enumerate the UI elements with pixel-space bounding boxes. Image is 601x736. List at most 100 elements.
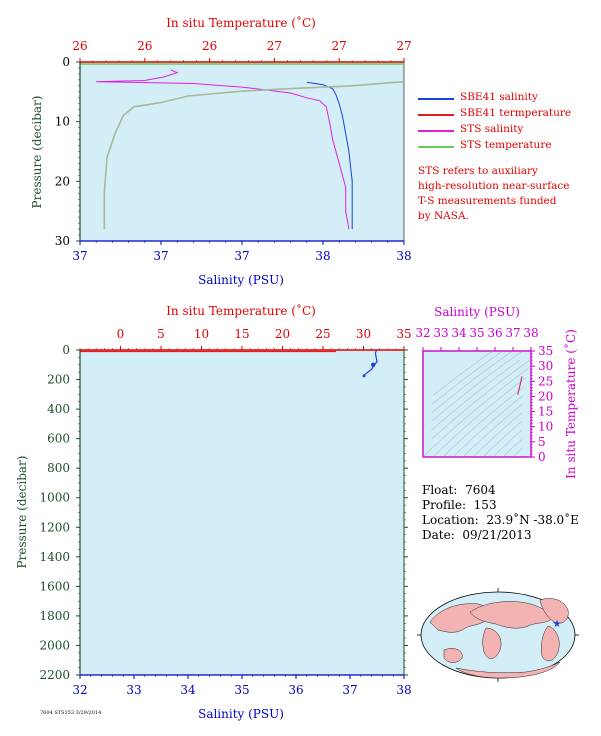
- map-land: [429, 598, 569, 679]
- location-label: Location:: [422, 513, 479, 527]
- top-temp-tick-label: 27: [267, 39, 282, 53]
- ts-contour-line: [462, 403, 523, 458]
- bottom-temp-tick-label: 30: [356, 327, 371, 341]
- ts-contour-line: [482, 421, 522, 458]
- bottom-sal-tick-label: 33: [126, 683, 141, 697]
- top-pres-tick-label: 20: [55, 174, 70, 188]
- bottom-pres-tick-label: 200: [47, 373, 70, 387]
- bottom-temp-tick-label: 0: [117, 327, 125, 341]
- top-series-line: [96, 69, 350, 230]
- date-label: Date:: [422, 528, 455, 542]
- top-sal-tick-label: 37: [234, 249, 249, 263]
- float-value: 7604: [465, 483, 496, 497]
- ts-temp-tick-label: 10: [538, 420, 553, 434]
- ts-contour-line: [432, 350, 503, 405]
- legend-label: STS salinity: [460, 123, 524, 135]
- top-salinity-label: Salinity (PSU): [198, 273, 284, 287]
- ts-contour-line: [433, 350, 493, 396]
- bottom-ticks-layer: 0 5 10 15 20 25 30 35 32 33 34 35 36 37 38 0 200 400 600 80…: [39, 327, 411, 697]
- note-line: by NASA.: [418, 210, 469, 222]
- bottom-series-layer: [80, 349, 378, 378]
- ts-contour-line: [512, 448, 523, 458]
- top-temp-tick-label: 26: [202, 39, 217, 53]
- top-temp-tick-label: 27: [332, 39, 347, 53]
- ts-contour-line: [432, 377, 527, 458]
- ts-series-line: [517, 376, 523, 396]
- note-line: T-S measurements funded: [418, 195, 557, 207]
- ts-sal-tick-label: 38: [523, 326, 538, 340]
- bottom-series-endpoint: [362, 374, 366, 378]
- ts-contour-line: [502, 439, 522, 458]
- float-location-marker: ★: [553, 619, 562, 630]
- sts-note: STS refers to auxiliary high-resolution …: [418, 164, 598, 224]
- bottom-temperature-title: In situ Temperature (˚C): [166, 303, 316, 318]
- float-row: Float: 7604: [422, 483, 579, 498]
- ts-contour-line: [431, 350, 513, 413]
- ts-sal-tick-label: 32: [415, 326, 430, 340]
- bottom-pres-tick-label: 2200: [39, 668, 70, 682]
- float-info: Float: 7604 Profile: 153 Location: 23.9˚…: [422, 483, 579, 543]
- legend-label: SBE41 termperature: [460, 107, 572, 119]
- bottom-pres-tick-label: 1400: [39, 550, 70, 564]
- top-pressure-label: Pressure (decibar): [30, 96, 44, 209]
- location-row: Location: 23.9˚N -38.0˚E: [422, 513, 579, 528]
- bottom-pres-tick-label: 600: [47, 432, 70, 446]
- bottom-pres-tick-label: 0: [62, 343, 70, 357]
- bottom-salinity-marker: [371, 362, 376, 367]
- bottom-temp-tick-label: 20: [275, 327, 290, 341]
- bottom-plot-area: [79, 349, 405, 676]
- bottom-temp-tick-label: 35: [396, 327, 411, 341]
- top-temp-tick-label: 26: [72, 39, 87, 53]
- top-series-layer: [80, 63, 405, 230]
- top-sal-tick-label: 37: [153, 249, 168, 263]
- bottom-temp-tick-label: 5: [157, 327, 165, 341]
- bottom-sal-tick-label: 36: [288, 683, 303, 697]
- top-sal-tick-label: 37: [72, 249, 87, 263]
- bottom-pres-tick-label: 1800: [39, 609, 70, 623]
- legend-label: SBE41 salinity: [460, 91, 538, 103]
- bottom-pressure-label: Pressure (decibar): [15, 456, 29, 569]
- location-value: 23.9˚N -38.0˚E: [486, 513, 579, 527]
- ts-density-contours: [422, 350, 531, 458]
- bottom-salinity-label: Salinity (PSU): [198, 707, 284, 721]
- date-row: Date: 09/21/2013: [422, 528, 579, 543]
- ts-temp-tick-label: 20: [538, 389, 553, 403]
- bottom-sal-tick-label: 35: [234, 683, 249, 697]
- file-id: 7604 STS153 3/29/2014: [40, 710, 102, 716]
- note-line: STS refers to auxiliary: [418, 165, 538, 177]
- bottom-chart: 0 5 10 15 20 25 30 35 32 33 34 35 36 37 38 0 200 400 600 80…: [15, 303, 412, 721]
- date-value: 09/21/2013: [462, 528, 532, 542]
- world-map: ★: [417, 588, 579, 682]
- bottom-pres-tick-label: 2000: [39, 638, 70, 652]
- ts-temp-tick-label: 5: [538, 435, 546, 449]
- legend-swatch: [418, 130, 454, 132]
- ts-sal-tick-label: 35: [469, 326, 484, 340]
- ts-salinity-title: Salinity (PSU): [434, 305, 520, 319]
- ts-temp-tick-label: 0: [538, 450, 546, 464]
- ts-sal-tick-label: 36: [487, 326, 502, 340]
- bottom-sal-tick-label: 34: [180, 683, 196, 697]
- bottom-sal-tick-label: 32: [72, 683, 87, 697]
- legend-swatch: [418, 98, 454, 100]
- ts-contour-line: [431, 359, 521, 431]
- ts-contour-line: [452, 395, 524, 458]
- bottom-temp-tick-label: 15: [234, 327, 249, 341]
- ts-sal-tick-label: 37: [505, 326, 520, 340]
- ts-plot-area: [422, 350, 532, 458]
- legend-swatch: [418, 114, 454, 116]
- bottom-pres-tick-label: 1200: [39, 520, 70, 534]
- ts-temp-tick-label: 15: [538, 405, 553, 419]
- top-sal-tick-label: 38: [315, 249, 330, 263]
- top-temperature-title: In situ Temperature (˚C): [166, 15, 316, 30]
- note-line: high-resolution near-surface: [418, 180, 570, 192]
- bottom-temp-tick-label: 10: [194, 327, 209, 341]
- ts-temp-tick-label: 25: [538, 374, 553, 388]
- bottom-temp-tick-label: 25: [315, 327, 330, 341]
- ts-temp-tick-label: 30: [538, 359, 553, 373]
- top-pres-tick-label: 30: [55, 234, 70, 248]
- bottom-pres-tick-label: 1000: [39, 491, 70, 505]
- ts-contour-line: [431, 359, 531, 440]
